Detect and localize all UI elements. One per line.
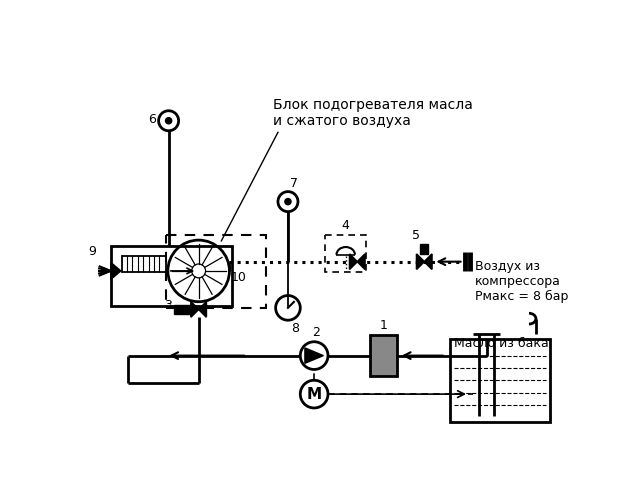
Polygon shape (111, 262, 121, 280)
Circle shape (285, 199, 291, 205)
Polygon shape (198, 302, 206, 317)
Text: Воздух из
компрессора
Рмакс = 8 бар: Воздух из компрессора Рмакс = 8 бар (475, 260, 568, 303)
Text: 1: 1 (380, 319, 387, 332)
Text: Масло из бака: Масло из бака (454, 337, 548, 350)
Polygon shape (357, 254, 365, 269)
Text: 8: 8 (291, 322, 299, 335)
Bar (325, 235, 367, 272)
Text: 7: 7 (291, 177, 298, 190)
Bar (111, 246, 232, 306)
Text: 4: 4 (342, 219, 349, 232)
Text: 10: 10 (231, 271, 247, 283)
Bar (122, 255, 166, 273)
Polygon shape (191, 302, 198, 317)
Polygon shape (305, 348, 323, 363)
Text: 5: 5 (412, 229, 420, 242)
Bar (450, 339, 550, 422)
Bar (420, 244, 428, 254)
Bar (166, 235, 266, 308)
Bar (174, 305, 191, 314)
Polygon shape (417, 254, 424, 269)
Text: М: М (307, 387, 322, 402)
Text: 9: 9 (88, 245, 95, 258)
Text: 6: 6 (148, 113, 156, 126)
Circle shape (166, 118, 172, 124)
Circle shape (192, 264, 205, 278)
Polygon shape (424, 254, 432, 269)
Text: 3: 3 (164, 299, 172, 312)
Polygon shape (349, 254, 357, 269)
Text: 2: 2 (312, 326, 321, 339)
Text: Блок подогревателя масла
и сжатого воздуха: Блок подогревателя масла и сжатого возду… (273, 98, 472, 128)
Bar (369, 335, 397, 376)
